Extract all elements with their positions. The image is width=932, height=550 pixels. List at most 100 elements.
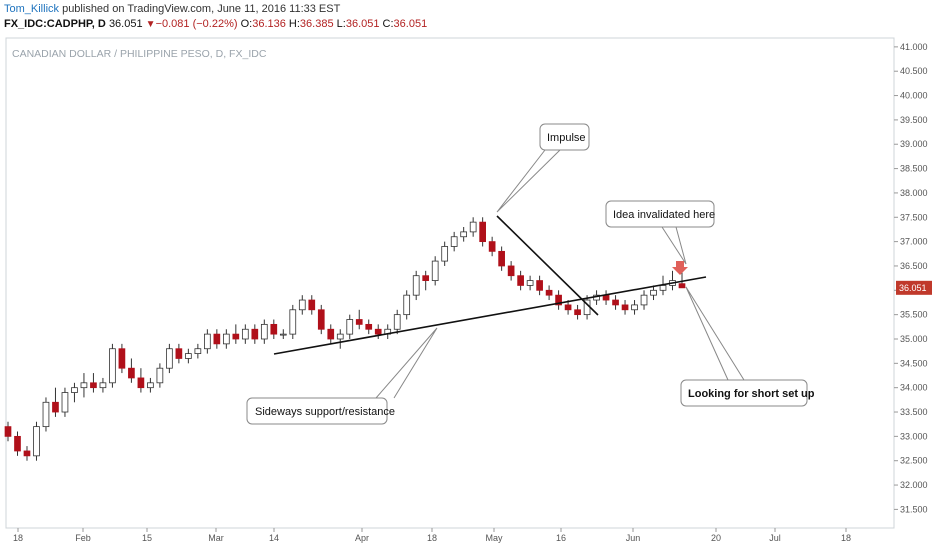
candle	[118, 343, 126, 374]
invalidated-callout[interactable]	[605, 200, 715, 228]
sideways-callout[interactable]	[246, 397, 388, 425]
candle-body-down	[545, 289, 553, 296]
y-tick-label: 39.500	[900, 115, 928, 125]
y-tick-label: 33.000	[900, 431, 928, 441]
candle	[545, 285, 553, 301]
y-tick-label: 39.000	[900, 139, 928, 149]
publish-line: Tom_Killick published on TradingView.com…	[4, 3, 340, 15]
support-trendline[interactable]	[273, 276, 707, 355]
candle-body-down	[374, 328, 382, 335]
candle-body-down	[498, 250, 505, 267]
candle	[555, 290, 562, 310]
candle	[631, 300, 638, 315]
candle-body-up	[526, 280, 534, 286]
candle	[431, 256, 439, 286]
impulse-callout[interactable]	[539, 123, 590, 151]
close-label: C:	[382, 18, 394, 30]
candle	[327, 324, 335, 344]
candle-body-down	[175, 348, 183, 359]
candle-body-up	[631, 304, 638, 311]
candle	[109, 343, 116, 388]
candle-body-down	[137, 377, 145, 389]
candle	[279, 329, 287, 339]
price-change: −0.081 (−0.22%)	[155, 18, 238, 30]
open-value: 36.136	[252, 18, 286, 30]
candle	[564, 300, 572, 315]
short-callout[interactable]	[680, 379, 808, 407]
candle-body-up	[204, 333, 211, 350]
candle-body-down	[52, 401, 59, 413]
candle	[526, 275, 534, 291]
x-tick-label: Jun	[626, 533, 641, 543]
candle	[270, 319, 278, 339]
candle-body-up	[659, 285, 667, 291]
x-tick-label: 15	[142, 533, 152, 543]
candle-body-down	[4, 426, 12, 437]
candle	[374, 324, 382, 339]
candle-body-down	[574, 309, 581, 316]
candle-body-down	[507, 265, 515, 277]
x-tick-label: 14	[269, 533, 279, 543]
down-arrow-icon: ▼	[145, 19, 156, 30]
candle	[241, 324, 249, 344]
candle	[14, 431, 21, 456]
y-tick-label: 33.500	[900, 407, 928, 417]
candle-body-down	[90, 382, 97, 389]
candle-body-down	[213, 333, 221, 345]
plot-area[interactable]	[5, 37, 895, 529]
candle-body-up	[346, 319, 354, 335]
candle	[488, 236, 496, 257]
invalidated-callout-pointer	[661, 226, 687, 265]
candle-body-down	[232, 333, 240, 340]
candle	[507, 261, 515, 281]
candle	[640, 290, 648, 310]
candle	[365, 319, 373, 335]
x-tick-label: May	[485, 533, 503, 543]
candle-body-up	[185, 353, 192, 359]
candle-body-up	[71, 387, 78, 393]
candle-body-down	[270, 323, 278, 335]
y-tick-label: 32.000	[900, 480, 928, 490]
y-tick-label: 40.000	[900, 91, 928, 101]
y-tick-label: 34.500	[900, 358, 928, 368]
candle	[166, 343, 173, 374]
candle-body-down	[14, 435, 21, 452]
candle-body-up	[241, 328, 249, 340]
candle	[90, 373, 97, 393]
candle-body-up	[99, 382, 107, 389]
candle-body-up	[431, 260, 439, 281]
high-label: H:	[288, 18, 300, 30]
impulse-trendline[interactable]	[496, 215, 599, 316]
candle-body-up	[279, 333, 287, 336]
y-tick-label: 41.000	[900, 42, 928, 52]
author-link[interactable]: Tom_Killick	[4, 3, 60, 15]
candle	[450, 231, 458, 252]
low-label: L:	[336, 18, 346, 30]
x-tick-label: 20	[711, 533, 721, 543]
candle	[33, 421, 40, 461]
y-tick-label: 37.500	[900, 212, 928, 222]
candle	[61, 387, 69, 417]
candle-body-down	[365, 323, 373, 330]
candle-body-up	[393, 314, 401, 330]
last-price-tag-text: 36.051	[899, 283, 927, 293]
x-tick-label: Apr	[355, 533, 369, 543]
candle	[412, 270, 420, 301]
candle	[441, 241, 449, 266]
candle	[612, 295, 619, 310]
y-tick-label: 38.000	[900, 188, 928, 198]
candle	[232, 324, 240, 344]
time-axis: 18 Feb 15 Mar 14 Apr 18 May 16 Jun 20 Jul 18	[13, 528, 851, 543]
candle-body-down	[355, 319, 363, 325]
chart-header: Tom_Killick published on TradingView.com…	[0, 0, 932, 36]
candle	[71, 382, 78, 403]
candle-body-down	[517, 275, 524, 286]
candle	[156, 363, 164, 388]
candle-body-down	[23, 450, 31, 457]
candle-body-up	[80, 382, 88, 389]
y-tick-label: 35.500	[900, 310, 928, 320]
candle	[128, 358, 135, 383]
candle	[460, 227, 468, 242]
sideways-callout-pointer	[375, 327, 438, 399]
